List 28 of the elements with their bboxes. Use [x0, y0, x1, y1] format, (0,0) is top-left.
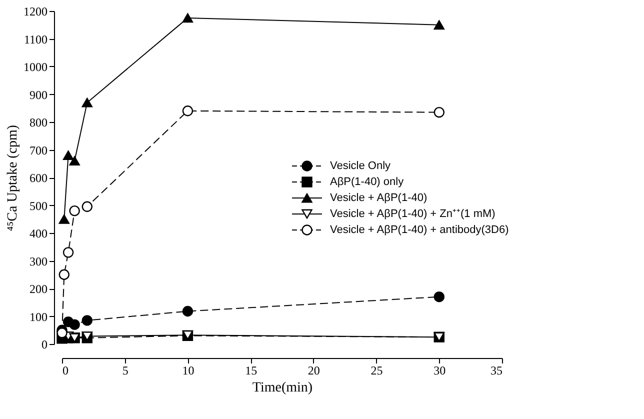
- y-tick-label: 1100: [24, 32, 48, 46]
- y-tick-label: 0: [42, 338, 48, 352]
- y-tick-label: 100: [30, 310, 48, 324]
- legend-label: Vesicle + AβP(1-40) + Zn⁺⁺(1 mM): [330, 208, 496, 220]
- legend-label: Vesicle Only: [330, 160, 392, 172]
- legend-label: AβP(1-40) only: [330, 176, 404, 188]
- y-tick-label: 800: [30, 116, 48, 130]
- y-axis-title: ⁴⁵Ca Uptake (cpm): [6, 124, 20, 232]
- y-tick-label: 1200: [24, 4, 48, 18]
- y-tick-label: 400: [30, 226, 48, 240]
- x-tick-label: 20: [308, 364, 320, 378]
- y-tick-label: 300: [30, 254, 48, 268]
- x-axis-title: Time(min): [252, 380, 313, 396]
- x-tick-label: 25: [370, 364, 383, 378]
- x-tick-label: 30: [434, 364, 446, 378]
- y-tick-label: 700: [30, 143, 48, 158]
- x-tick-label: 10: [182, 364, 194, 378]
- y-tick-label: 600: [30, 171, 48, 185]
- x-tick-label: 5: [122, 364, 128, 378]
- legend-label: Vesicle + AβP(1-40): [330, 192, 428, 204]
- x-tick-label: 0: [62, 364, 68, 378]
- y-tick-label: 1000: [24, 60, 48, 74]
- y-tick-label: 500: [30, 198, 48, 213]
- y-tick-label: 200: [30, 282, 48, 296]
- x-tick-label: 15: [245, 364, 258, 378]
- y-tick-label: 900: [30, 88, 48, 102]
- legend-label: Vesicle + AβP(1-40) + antibody(3D6): [330, 224, 509, 236]
- x-tick-label: 35: [490, 364, 502, 378]
